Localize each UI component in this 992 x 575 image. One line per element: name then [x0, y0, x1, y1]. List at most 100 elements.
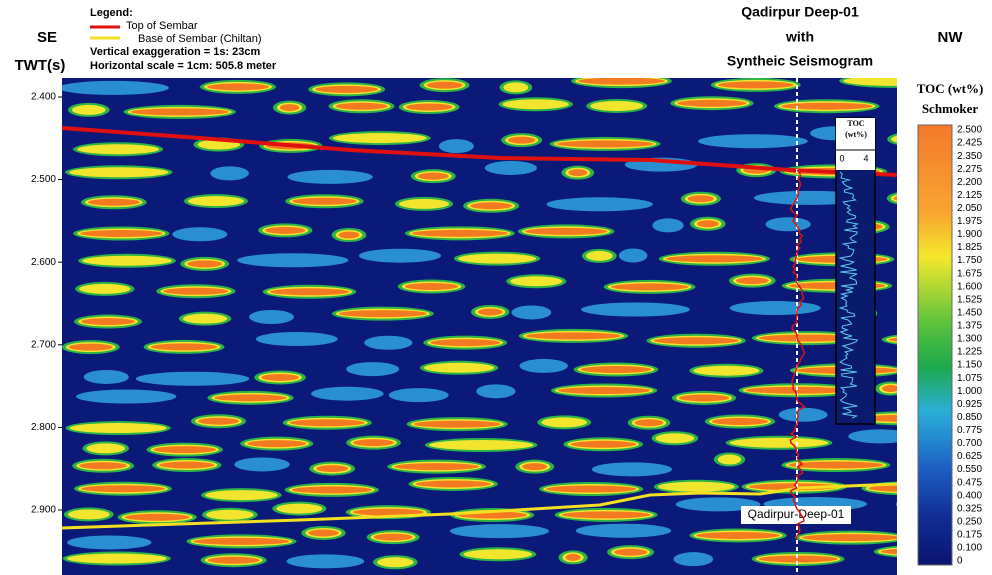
amplitude-blob: [159, 462, 214, 469]
legend-title: Legend:: [90, 7, 133, 19]
colorbar-tick-label: 0.700: [957, 438, 982, 449]
amplitude-blob: [679, 394, 729, 401]
colorbar-tick-label: 0.775: [957, 425, 982, 436]
legend-note: Vertical exaggeration = 1s: 23cm: [90, 46, 261, 58]
y-tick-label: 2.600: [31, 257, 56, 268]
amplitude-blob: [193, 538, 289, 545]
colorbar-tick-label: 1.750: [957, 255, 982, 266]
amplitude-blob: [130, 108, 228, 115]
colorbar-tick-label: 2.425: [957, 138, 982, 149]
amplitude-blob: [81, 485, 165, 492]
amplitude-blob: [292, 198, 356, 205]
amplitude-blob: [485, 161, 537, 175]
amplitude-blob: [163, 288, 228, 295]
colorbar-tick-label: 2.125: [957, 190, 982, 201]
amplitude-blob: [592, 462, 672, 476]
amplitude-blob: [79, 284, 130, 294]
amplitude-blob: [374, 534, 413, 541]
amplitude-blob: [247, 440, 306, 447]
amplitude-blob: [72, 105, 106, 115]
amplitude-blob: [67, 535, 151, 549]
amplitude-blob: [308, 529, 338, 536]
title-line: Syntheic Seismogram: [727, 53, 873, 69]
amplitude-blob: [416, 480, 491, 487]
amplitude-blob: [427, 82, 463, 89]
amplitude-blob: [458, 254, 536, 264]
amplitude-blob: [414, 421, 501, 428]
amplitude-blob: [359, 249, 441, 263]
amplitude-blob: [237, 253, 348, 267]
colorbar-tick-label: 0.325: [957, 503, 982, 514]
amplitude-blob: [611, 283, 689, 290]
well-log-title: TOC: [847, 119, 864, 128]
amplitude-blob: [418, 173, 449, 180]
amplitude-blob: [759, 555, 838, 562]
colorbar-tick-label: 1.525: [957, 294, 982, 305]
amplitude-blob: [154, 446, 216, 453]
amplitude-blob: [503, 99, 569, 109]
colorbar-title: TOC (wt%): [917, 81, 984, 96]
colorbar-tick-label: 2.275: [957, 164, 982, 175]
amplitude-blob: [526, 332, 621, 339]
legend-note: Horizontal scale = 1cm: 505.8 meter: [90, 60, 277, 72]
amplitude-blob: [730, 438, 829, 448]
colorbar-tick-label: 1.900: [957, 229, 982, 240]
direction-label: NW: [938, 29, 964, 46]
amplitude-blob: [565, 554, 580, 561]
amplitude-blob: [339, 310, 427, 317]
well-log-title: (wt%): [845, 130, 867, 139]
amplitude-blob: [848, 429, 912, 443]
amplitude-blob: [697, 220, 719, 227]
amplitude-blob: [470, 202, 512, 209]
amplitude-blob: [558, 387, 650, 394]
figure: Legend: Top of Sembar Base of Sembar (Ch…: [0, 0, 992, 575]
amplitude-blob: [581, 302, 690, 316]
colorbar-tick-label: 2.350: [957, 151, 982, 162]
amplitude-blob: [712, 418, 768, 425]
amplitude-blob: [280, 104, 299, 111]
amplitude-blob: [614, 549, 647, 556]
legend-item: Top of Sembar: [126, 20, 198, 32]
amplitude-blob: [316, 465, 348, 472]
colorbar-tick-label: 1.450: [957, 307, 982, 318]
amplitude-blob: [882, 385, 899, 392]
amplitude-blob: [206, 510, 254, 520]
amplitude-blob: [510, 276, 562, 286]
colorbar-tick-label: 0.925: [957, 399, 982, 410]
amplitude-blob: [405, 283, 458, 290]
amplitude-blob: [802, 534, 900, 541]
amplitude-blob: [207, 83, 269, 90]
direction-label: SE: [37, 29, 57, 46]
amplitude-blob: [576, 524, 671, 538]
amplitude-blob: [779, 408, 828, 422]
colorbar-tick-label: 1.075: [957, 373, 982, 384]
amplitude-blob: [67, 554, 167, 564]
amplitude-blob: [77, 144, 159, 154]
amplitude-blob: [653, 337, 738, 344]
amplitude-blob: [463, 549, 532, 559]
colorbar-tick-label: 0.625: [957, 451, 982, 462]
amplitude-blob: [172, 227, 227, 241]
title-line: with: [785, 29, 814, 45]
amplitude-blob: [412, 230, 508, 237]
amplitude-blob: [666, 255, 763, 262]
amplitude-blob: [511, 305, 551, 319]
colorbar-tick-label: 0.400: [957, 490, 982, 501]
amplitude-blob: [69, 344, 113, 351]
colorbar-tick-label: 1.825: [957, 242, 982, 253]
amplitude-blob: [718, 81, 794, 88]
axis-title: TWT(s): [15, 57, 66, 74]
amplitude-blob: [81, 318, 135, 325]
amplitude-blob: [346, 362, 399, 376]
amplitude-blob: [69, 167, 168, 177]
amplitude-blob: [522, 463, 547, 470]
amplitude-blob: [430, 339, 500, 346]
colorbar-tick-label: 1.225: [957, 347, 982, 358]
colorbar-tick-label: 1.600: [957, 281, 982, 292]
amplitude-blob: [287, 170, 372, 184]
well-log-scale: 4: [863, 153, 868, 163]
y-tick-label: 2.700: [31, 339, 56, 350]
colorbar-title: Schmoker: [922, 101, 979, 116]
amplitude-blob: [315, 86, 378, 93]
amplitude-blob: [183, 314, 227, 324]
